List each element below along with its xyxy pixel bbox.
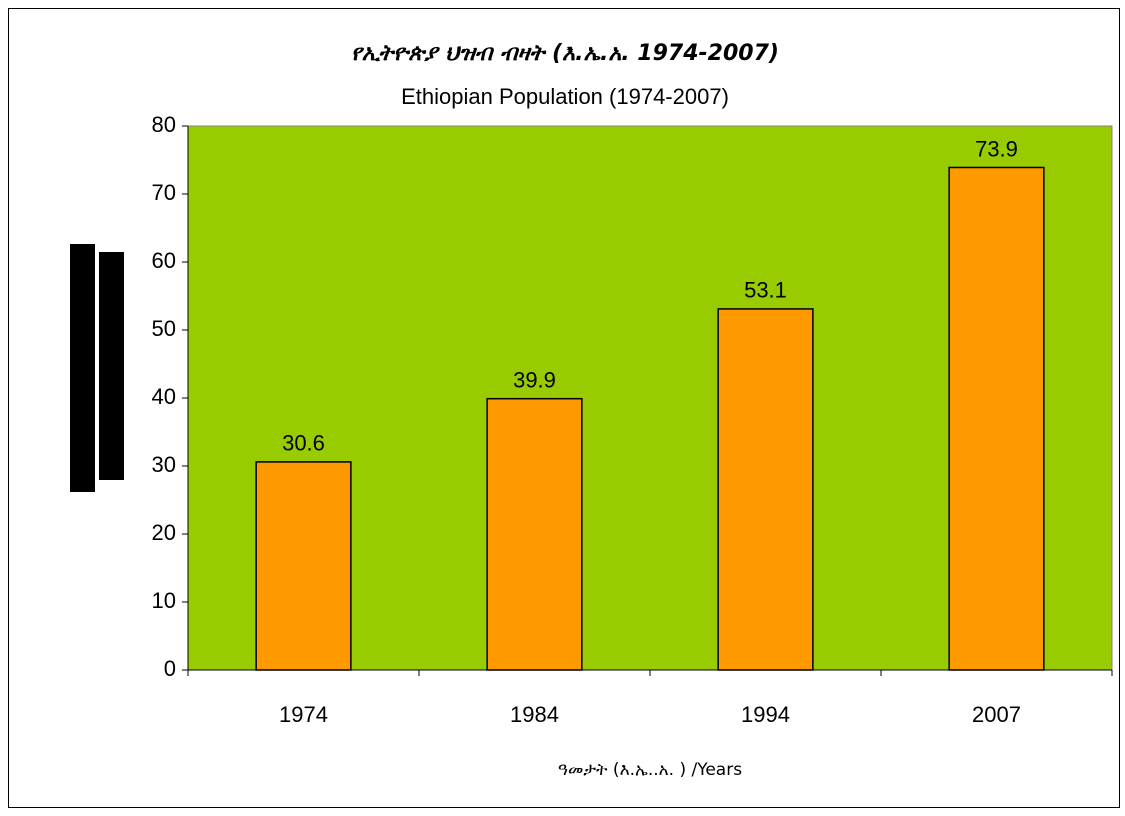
value-label: 30.6 xyxy=(282,431,325,456)
x-tick-label: 1994 xyxy=(741,702,790,727)
value-label: 53.1 xyxy=(744,278,787,303)
value-label: 39.9 xyxy=(513,367,556,392)
y-tick-label: 10 xyxy=(152,588,176,613)
y-tick-label: 60 xyxy=(152,248,176,273)
x-tick-label: 2007 xyxy=(972,702,1021,727)
bar xyxy=(948,166,1045,671)
value-label: 73.9 xyxy=(975,136,1018,161)
y-tick-label: 30 xyxy=(152,452,176,477)
y-tick-label: 70 xyxy=(152,180,176,205)
bar xyxy=(717,308,814,671)
redaction xyxy=(99,252,124,480)
x-tick-label: 1974 xyxy=(279,702,328,727)
y-tick-label: 20 xyxy=(152,520,176,545)
chart-title: የኢትዮጵያ ህዝብ ብዛት (እ.ኤ.አ. 1974-2007) xyxy=(351,41,779,66)
x-tick-label: 1984 xyxy=(510,702,559,727)
bar xyxy=(486,397,583,671)
y-tick-label: 80 xyxy=(152,112,176,137)
redaction xyxy=(70,244,95,492)
y-tick-label: 40 xyxy=(152,384,176,409)
chart-subtitle: Ethiopian Population (1974-2007) xyxy=(401,84,729,109)
x-axis-label: ዓመታት (እ.ኤ..አ. ) /Years xyxy=(558,760,742,780)
y-tick-label: 0 xyxy=(164,656,176,681)
bar xyxy=(255,461,352,671)
y-tick-label: 50 xyxy=(152,316,176,341)
